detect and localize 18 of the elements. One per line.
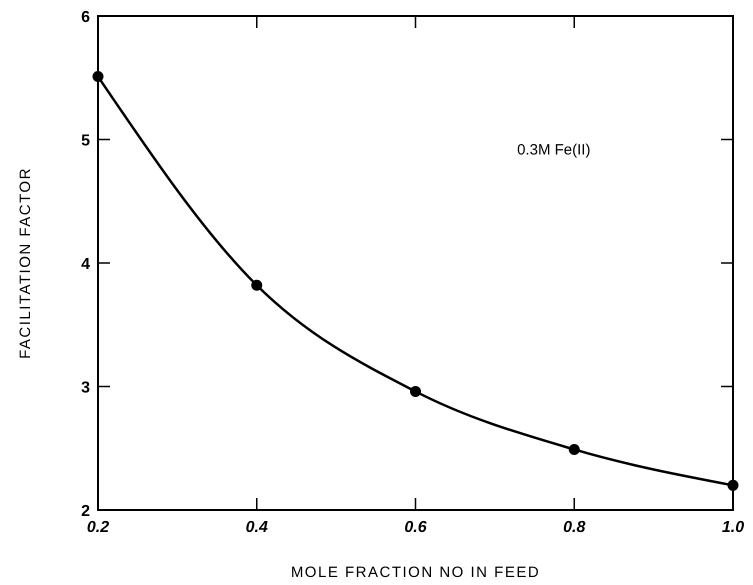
annotation: 0.3M Fe(II) <box>517 141 590 158</box>
x-tick-label: 0.2 <box>86 519 110 536</box>
point <box>410 386 421 397</box>
x-tick-label: 1.0 <box>722 519 744 536</box>
point <box>728 480 738 491</box>
y-axis-title: FACILITATION FACTOR <box>17 167 34 359</box>
point <box>251 280 262 291</box>
y-tick-label: 2 <box>81 503 90 520</box>
point <box>568 444 580 455</box>
y-tick-label: 3 <box>81 380 90 396</box>
x-tick-label: 0.8 <box>563 519 586 536</box>
y-tick-label: 6 <box>81 9 90 26</box>
y-tick-label: 4 <box>81 256 90 273</box>
x-axis-title: MOLE FRACTION NO IN FEED <box>290 564 540 581</box>
y-tick-label: 5 <box>81 132 90 150</box>
x-tick-label: 0.4 <box>246 519 268 536</box>
x-tick-label: 0.6 <box>404 519 427 536</box>
point <box>92 71 104 82</box>
